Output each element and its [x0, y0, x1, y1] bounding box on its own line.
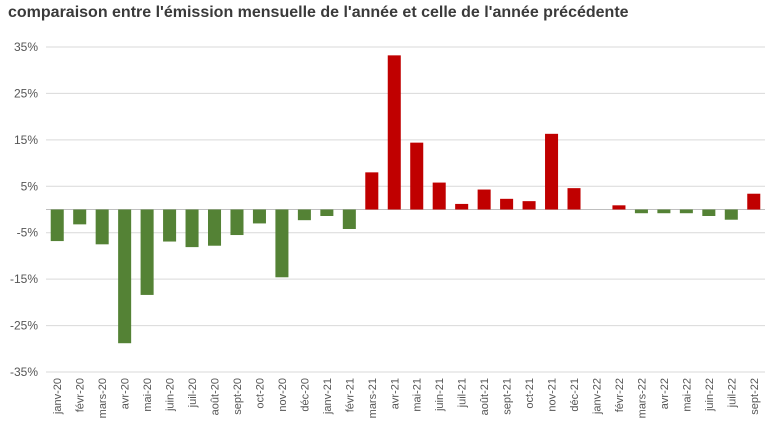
x-tick-label: avr-22 — [659, 378, 671, 409]
x-tick-label: mai-22 — [681, 378, 693, 412]
x-tick-label: mai-21 — [412, 378, 424, 412]
x-tick-label: déc-20 — [299, 378, 311, 412]
x-tick-label: oct-21 — [524, 378, 536, 409]
x-tick-label: juin-21 — [434, 378, 446, 412]
x-tick-label: déc-21 — [569, 378, 581, 412]
bar — [140, 209, 154, 295]
bar — [612, 205, 626, 210]
x-tick-label: juin-20 — [165, 378, 177, 412]
x-tick-label: août-20 — [210, 378, 222, 415]
x-tick-label: juin-22 — [704, 378, 716, 412]
y-tick-label: -15% — [10, 272, 38, 286]
bar — [702, 209, 716, 216]
bar — [365, 172, 379, 210]
x-tick-label: sept-20 — [232, 378, 244, 415]
bar — [747, 193, 761, 210]
y-tick-label: 25% — [14, 86, 38, 100]
x-tick-label: juil-22 — [726, 378, 738, 408]
bar — [477, 189, 491, 210]
bar — [73, 209, 87, 225]
bar — [387, 55, 401, 210]
x-tick-label: févr-21 — [344, 378, 356, 412]
x-tick-label: nov-21 — [547, 378, 559, 412]
bar — [275, 209, 289, 278]
y-tick-label: -35% — [10, 365, 38, 379]
bar — [657, 209, 671, 214]
x-tick-label: oct-20 — [254, 378, 266, 409]
bar — [567, 188, 581, 210]
bar — [342, 209, 356, 229]
bar — [545, 133, 559, 210]
x-tick-label: févr-20 — [75, 378, 87, 412]
bar — [410, 142, 424, 210]
y-tick-label: 15% — [14, 133, 38, 147]
bar — [185, 209, 199, 248]
x-tick-label: janv-22 — [591, 378, 603, 415]
bar — [724, 209, 738, 220]
bar — [252, 209, 266, 224]
bar — [297, 209, 311, 221]
y-tick-label: -25% — [10, 319, 38, 333]
x-tick-label: mars-20 — [97, 378, 109, 418]
x-tick-label: nov-20 — [277, 378, 289, 412]
x-tick-label: sept-22 — [749, 378, 761, 415]
bar — [230, 209, 244, 236]
bar — [207, 209, 222, 246]
bar — [455, 203, 469, 210]
y-tick-label: 35% — [14, 40, 38, 54]
bar — [500, 198, 514, 210]
x-tick-label: mai-20 — [142, 378, 154, 412]
x-tick-label: mars-21 — [367, 378, 379, 418]
x-tick-label: janv-20 — [52, 378, 64, 415]
x-tick-label: août-21 — [479, 378, 491, 415]
bar — [163, 209, 177, 242]
x-tick-label: sept-21 — [502, 378, 514, 415]
bar — [95, 209, 109, 245]
y-tick-label: -5% — [17, 226, 39, 240]
bar — [118, 209, 132, 344]
x-tick-label: févr-22 — [614, 378, 626, 412]
y-tick-label: 5% — [21, 179, 39, 193]
chart-title: comparaison entre l'émission mensuelle d… — [8, 4, 629, 21]
bar — [634, 209, 648, 214]
x-tick-label: juil-21 — [457, 378, 469, 408]
bar — [679, 209, 693, 214]
bar — [432, 182, 446, 210]
x-tick-label: avr-20 — [120, 378, 132, 409]
bar — [50, 209, 64, 242]
x-tick-label: mars-22 — [636, 378, 648, 418]
bar — [522, 201, 536, 210]
x-tick-label: juil-20 — [187, 378, 199, 408]
bar — [320, 209, 334, 216]
x-tick-label: janv-21 — [322, 378, 334, 415]
x-tick-label: avr-21 — [389, 378, 401, 409]
